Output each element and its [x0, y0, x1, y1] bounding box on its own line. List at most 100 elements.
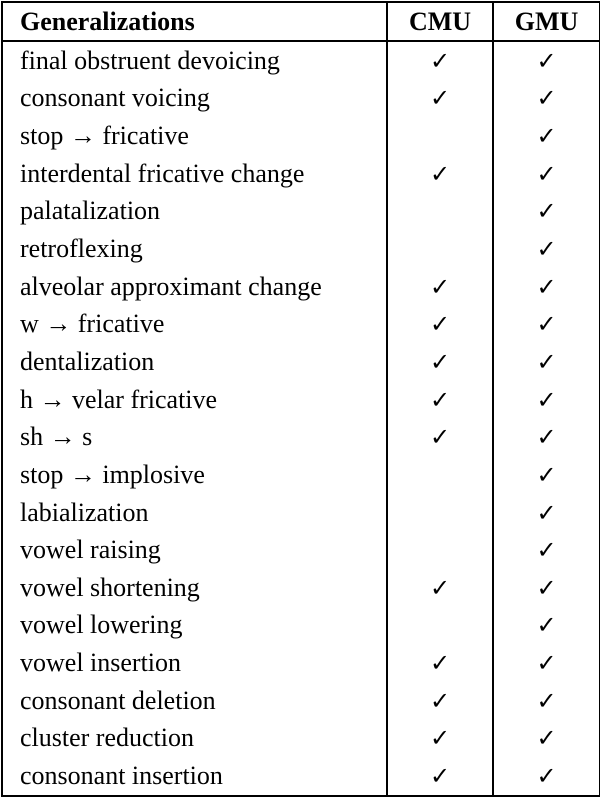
- table-row: vowel shortening ✓ ✓: [1, 568, 600, 607]
- generalization-name: sh → s: [1, 418, 388, 457]
- generalization-name: consonant voicing: [1, 79, 388, 118]
- generalization-name: vowel lowering: [1, 606, 388, 645]
- checkmark-icon: ✓: [536, 724, 557, 753]
- cmu-cell: ✓: [386, 681, 494, 720]
- table-row: interdental fricative change ✓ ✓: [1, 154, 600, 193]
- cmu-cell: [386, 192, 494, 231]
- generalization-name: vowel insertion: [1, 644, 388, 682]
- cmu-cell: ✓: [386, 380, 494, 419]
- table-row: w → fricative ✓ ✓: [1, 305, 600, 344]
- checkmark-icon: ✓: [536, 310, 557, 339]
- checkmark-icon: ✓: [429, 686, 451, 715]
- generalization-name: h → velar fricative: [1, 380, 388, 419]
- table-row: vowel insertion ✓ ✓: [1, 644, 600, 682]
- checkmark-icon: ✓: [536, 46, 557, 75]
- generalization-name: w → fricative: [1, 305, 388, 344]
- header-cmu: CMU: [386, 1, 494, 42]
- gmu-cell: ✓: [492, 418, 600, 457]
- gmu-cell: ✓: [492, 267, 600, 306]
- cmu-cell: ✓: [386, 719, 494, 758]
- generalization-name: stop → implosive: [1, 456, 388, 494]
- gmu-cell: ✓: [492, 719, 600, 758]
- cmu-cell: ✓: [386, 41, 494, 80]
- table-row: retroflexing ✓: [1, 230, 600, 268]
- generalization-name: dentalization: [1, 343, 388, 381]
- checkmark-icon: ✓: [429, 347, 451, 376]
- cmu-cell: [386, 531, 494, 569]
- checkmark-icon: ✓: [536, 197, 557, 226]
- checkmark-icon: ✓: [429, 310, 451, 339]
- table-row: consonant deletion ✓ ✓: [1, 681, 600, 720]
- gmu-cell: ✓: [492, 154, 600, 193]
- gmu-cell: ✓: [492, 493, 600, 532]
- table-row: consonant voicing ✓ ✓: [1, 79, 600, 118]
- gmu-cell: ✓: [492, 305, 600, 344]
- cmu-cell: [386, 230, 494, 268]
- checkmark-icon: ✓: [429, 46, 451, 75]
- checkmark-icon: ✓: [536, 536, 557, 565]
- cmu-cell: ✓: [386, 79, 494, 118]
- checkmark-icon: ✓: [536, 385, 557, 414]
- table-row: palatalization ✓: [1, 192, 600, 231]
- table-row: h → velar fricative ✓ ✓: [1, 380, 600, 419]
- checkmark-icon: ✓: [536, 460, 557, 489]
- checkmark-icon: ✓: [536, 423, 557, 452]
- cmu-cell: ✓: [386, 305, 494, 344]
- cmu-cell: ✓: [386, 154, 494, 193]
- checkmark-icon: ✓: [429, 724, 451, 753]
- cmu-cell: ✓: [386, 757, 494, 797]
- generalization-name: retroflexing: [1, 230, 388, 268]
- checkmark-icon: ✓: [536, 272, 557, 301]
- gmu-cell: ✓: [492, 192, 600, 231]
- gmu-cell: ✓: [492, 644, 600, 682]
- checkmark-icon: ✓: [429, 272, 451, 301]
- checkmark-icon: ✓: [429, 385, 451, 414]
- header-generalizations: Generalizations: [1, 1, 388, 42]
- checkmark-icon: ✓: [536, 347, 557, 376]
- generalization-name: consonant deletion: [1, 681, 388, 720]
- generalization-name: final obstruent devoicing: [1, 41, 388, 80]
- gmu-cell: ✓: [492, 568, 600, 607]
- cmu-cell: ✓: [386, 343, 494, 381]
- gmu-cell: ✓: [492, 79, 600, 118]
- checkmark-icon: ✓: [536, 573, 557, 602]
- checkmark-icon: ✓: [536, 761, 557, 790]
- table-row: vowel raising ✓: [1, 531, 600, 569]
- generalization-name: vowel shortening: [1, 568, 388, 607]
- checkmark-icon: ✓: [429, 761, 451, 790]
- header-row: Generalizations CMU GMU: [1, 1, 600, 42]
- gmu-cell: ✓: [492, 41, 600, 80]
- checkmark-icon: ✓: [536, 611, 557, 640]
- cmu-cell: [386, 456, 494, 494]
- header-gmu: GMU: [492, 1, 600, 42]
- checkmark-icon: ✓: [536, 159, 557, 188]
- gmu-cell: ✓: [492, 343, 600, 381]
- gmu-cell: ✓: [492, 606, 600, 645]
- generalization-name: consonant insertion: [1, 757, 388, 797]
- cmu-cell: ✓: [386, 568, 494, 607]
- gmu-cell: ✓: [492, 117, 600, 155]
- checkmark-icon: ✓: [536, 84, 557, 113]
- cmu-cell: ✓: [386, 418, 494, 457]
- checkmark-icon: ✓: [429, 84, 451, 113]
- checkmark-icon: ✓: [429, 649, 451, 678]
- cmu-cell: ✓: [386, 644, 494, 682]
- gmu-cell: ✓: [492, 456, 600, 494]
- table-row: sh → s ✓ ✓: [1, 418, 600, 457]
- table-row: stop → fricative ✓: [1, 117, 600, 155]
- gmu-cell: ✓: [492, 681, 600, 720]
- generalization-name: palatalization: [1, 192, 388, 231]
- checkmark-icon: ✓: [429, 573, 451, 602]
- gmu-cell: ✓: [492, 380, 600, 419]
- table-row: vowel lowering ✓: [1, 606, 600, 645]
- cmu-cell: [386, 493, 494, 532]
- checkmark-icon: ✓: [536, 122, 557, 151]
- table-row: final obstruent devoicing ✓ ✓: [1, 41, 600, 80]
- generalization-name: stop → fricative: [1, 117, 388, 155]
- cmu-cell: [386, 117, 494, 155]
- gmu-cell: ✓: [492, 531, 600, 569]
- checkmark-icon: ✓: [536, 686, 557, 715]
- checkmark-icon: ✓: [536, 649, 557, 678]
- generalization-name: alveolar approximant change: [1, 267, 388, 306]
